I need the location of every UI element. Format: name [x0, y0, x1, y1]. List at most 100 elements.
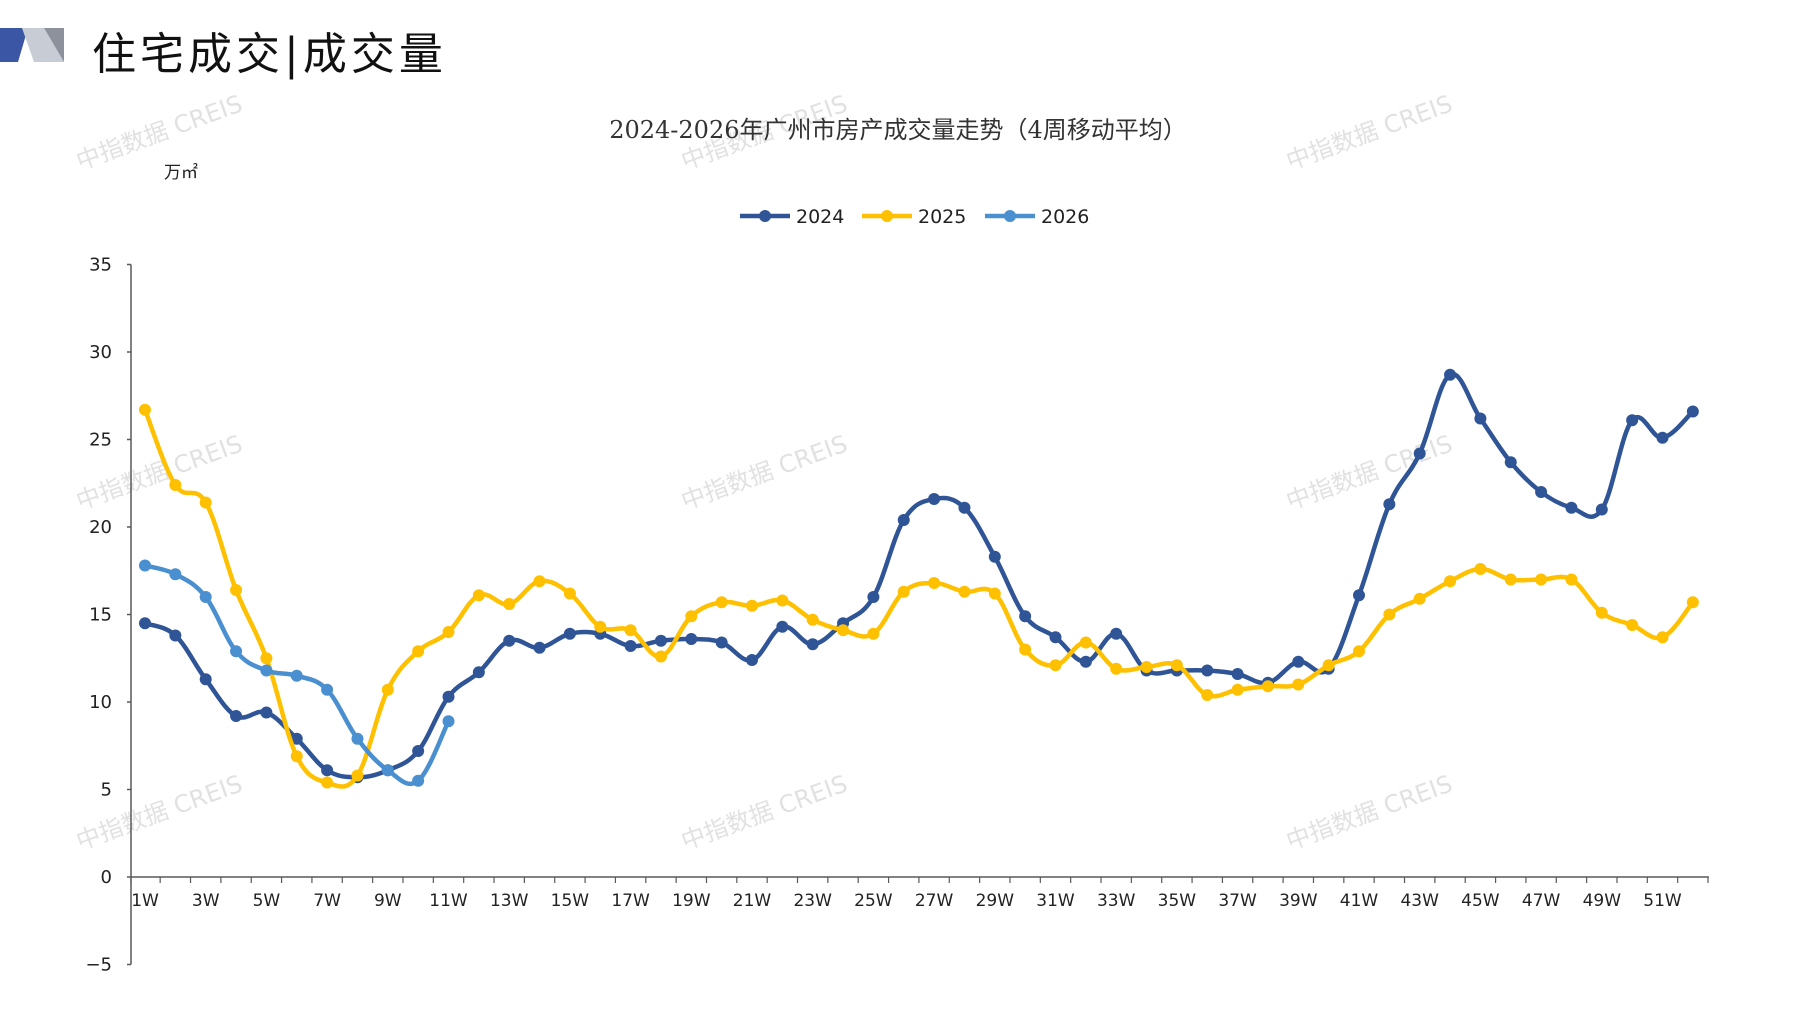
series-2024-point — [1504, 456, 1517, 469]
y-tick-label: 25 — [89, 430, 112, 451]
watermark-text: 中指数据 CREIS — [677, 430, 851, 516]
watermark-text: 中指数据 CREIS — [1282, 90, 1456, 176]
x-tick-label: 11W — [429, 891, 468, 911]
series-2025-point — [958, 585, 971, 598]
watermark-text: 中指数据 CREIS — [1282, 770, 1456, 856]
y-tick-label: 10 — [89, 692, 112, 713]
y-axis-unit: 万㎡ — [164, 163, 198, 183]
legend-item-2025: 2025 — [862, 206, 966, 228]
series-2025-point — [503, 598, 516, 610]
series-2025-point — [1201, 689, 1214, 701]
legend-label: 2025 — [918, 206, 966, 228]
series-2025-point — [654, 650, 667, 663]
x-tick-label: 7W — [313, 891, 341, 911]
x-tick-label: 15W — [551, 891, 590, 911]
series-2026-point — [321, 683, 334, 696]
x-tick-label: 45W — [1461, 891, 1500, 911]
y-tick-label: 35 — [89, 255, 112, 276]
legend-swatch-marker — [881, 210, 893, 222]
series-2026 — [139, 559, 455, 787]
series-2025-point — [1231, 683, 1244, 696]
series-2025-point — [260, 652, 273, 665]
y-tick-label: 20 — [89, 517, 112, 538]
legend-label: 2026 — [1041, 206, 1089, 228]
series-2024-point — [1201, 664, 1214, 677]
x-tick-label: 19W — [672, 891, 711, 911]
series-2025-point — [1292, 678, 1305, 691]
x-tick-label: 29W — [976, 891, 1015, 911]
series-2025-line — [142, 407, 1696, 789]
series-2026-point — [139, 559, 151, 572]
series-2025-point — [1110, 662, 1123, 675]
series-2025-point — [1595, 606, 1608, 619]
series-2025-point — [776, 594, 789, 607]
watermark-text: 中指数据 CREIS — [72, 90, 246, 176]
series-2025-point — [199, 496, 212, 509]
series-2024-point — [412, 745, 425, 757]
x-tick-label: 17W — [611, 891, 650, 911]
y-tick-label: 15 — [89, 605, 112, 626]
series-2024-point — [1231, 668, 1244, 680]
series-2024-point — [746, 654, 758, 666]
series-2025-point — [1565, 573, 1578, 586]
x-tick-label: 21W — [733, 891, 772, 911]
series-2024-point — [1019, 610, 1032, 623]
x-tick-label: 9W — [374, 891, 402, 911]
series-2024-point — [1079, 655, 1092, 668]
watermarks: 中指数据 CREIS 中指数据 CREIS 中指数据 CREIS 中指数据 CREIS… — [72, 90, 1456, 856]
y-tick-label: 30 — [89, 342, 112, 363]
series-2025-point — [1049, 659, 1062, 672]
series-2024-point — [624, 640, 637, 652]
series-2025-point — [1353, 645, 1365, 658]
series-2026-point — [412, 774, 425, 787]
x-tick-label: 1W — [131, 891, 159, 911]
series-2025-point — [1474, 563, 1487, 575]
x-tick-label: 37W — [1218, 891, 1257, 911]
series-2025-point — [230, 584, 243, 596]
series-2024-point — [169, 629, 182, 642]
series-2024-point — [472, 666, 485, 679]
x-tick-label: 5W — [253, 891, 281, 911]
series-2024-point — [958, 501, 971, 514]
series-2024-point — [230, 710, 243, 722]
x-tick-label: 49W — [1583, 891, 1622, 911]
series-2024-point — [928, 493, 941, 505]
series-2024-point — [1656, 431, 1669, 444]
x-tick-label: 33W — [1097, 891, 1136, 911]
legend-item-2024: 2024 — [740, 206, 844, 228]
series-2025-point — [563, 587, 576, 600]
legend: 2024 2025 2026 — [740, 206, 1089, 228]
series-2026-point — [199, 591, 212, 603]
series-2024-point — [139, 617, 151, 630]
x-tick-label: 41W — [1340, 891, 1379, 911]
series-2024-point — [1595, 503, 1608, 516]
series-2026-point — [290, 669, 303, 682]
chart-title: 2024-2026年广州市房产成交量走势（4周移动平均） — [609, 116, 1187, 144]
series-2025-point — [928, 577, 941, 589]
series-2025-point — [1079, 636, 1092, 649]
series-2025-point — [1322, 659, 1335, 672]
page-title: 住宅成交|成交量 — [92, 29, 447, 80]
legend-item-2026: 2026 — [985, 206, 1089, 228]
series-2026-point — [351, 732, 364, 745]
y-tick-label: −5 — [85, 955, 112, 976]
series-2026-point — [169, 568, 182, 581]
series-2025-point — [1019, 643, 1032, 656]
series-2024-point — [533, 641, 546, 654]
series-2025-point — [472, 589, 485, 602]
series-2025-point — [1170, 659, 1183, 672]
series-2024-point — [1686, 405, 1699, 418]
series-2026-point — [381, 764, 394, 777]
series-2025-point — [594, 620, 607, 633]
series-2025-point — [624, 624, 637, 637]
series-2024-point — [654, 634, 667, 647]
series-2024-point — [1383, 498, 1396, 511]
series-2024-point — [563, 627, 576, 640]
series-2025-point — [381, 683, 394, 696]
series-2025-point — [1504, 573, 1517, 586]
series-2025-point — [139, 403, 151, 416]
series-2025-point — [290, 750, 303, 763]
series-2025-point — [533, 575, 546, 588]
series-2025-point — [1686, 596, 1699, 609]
